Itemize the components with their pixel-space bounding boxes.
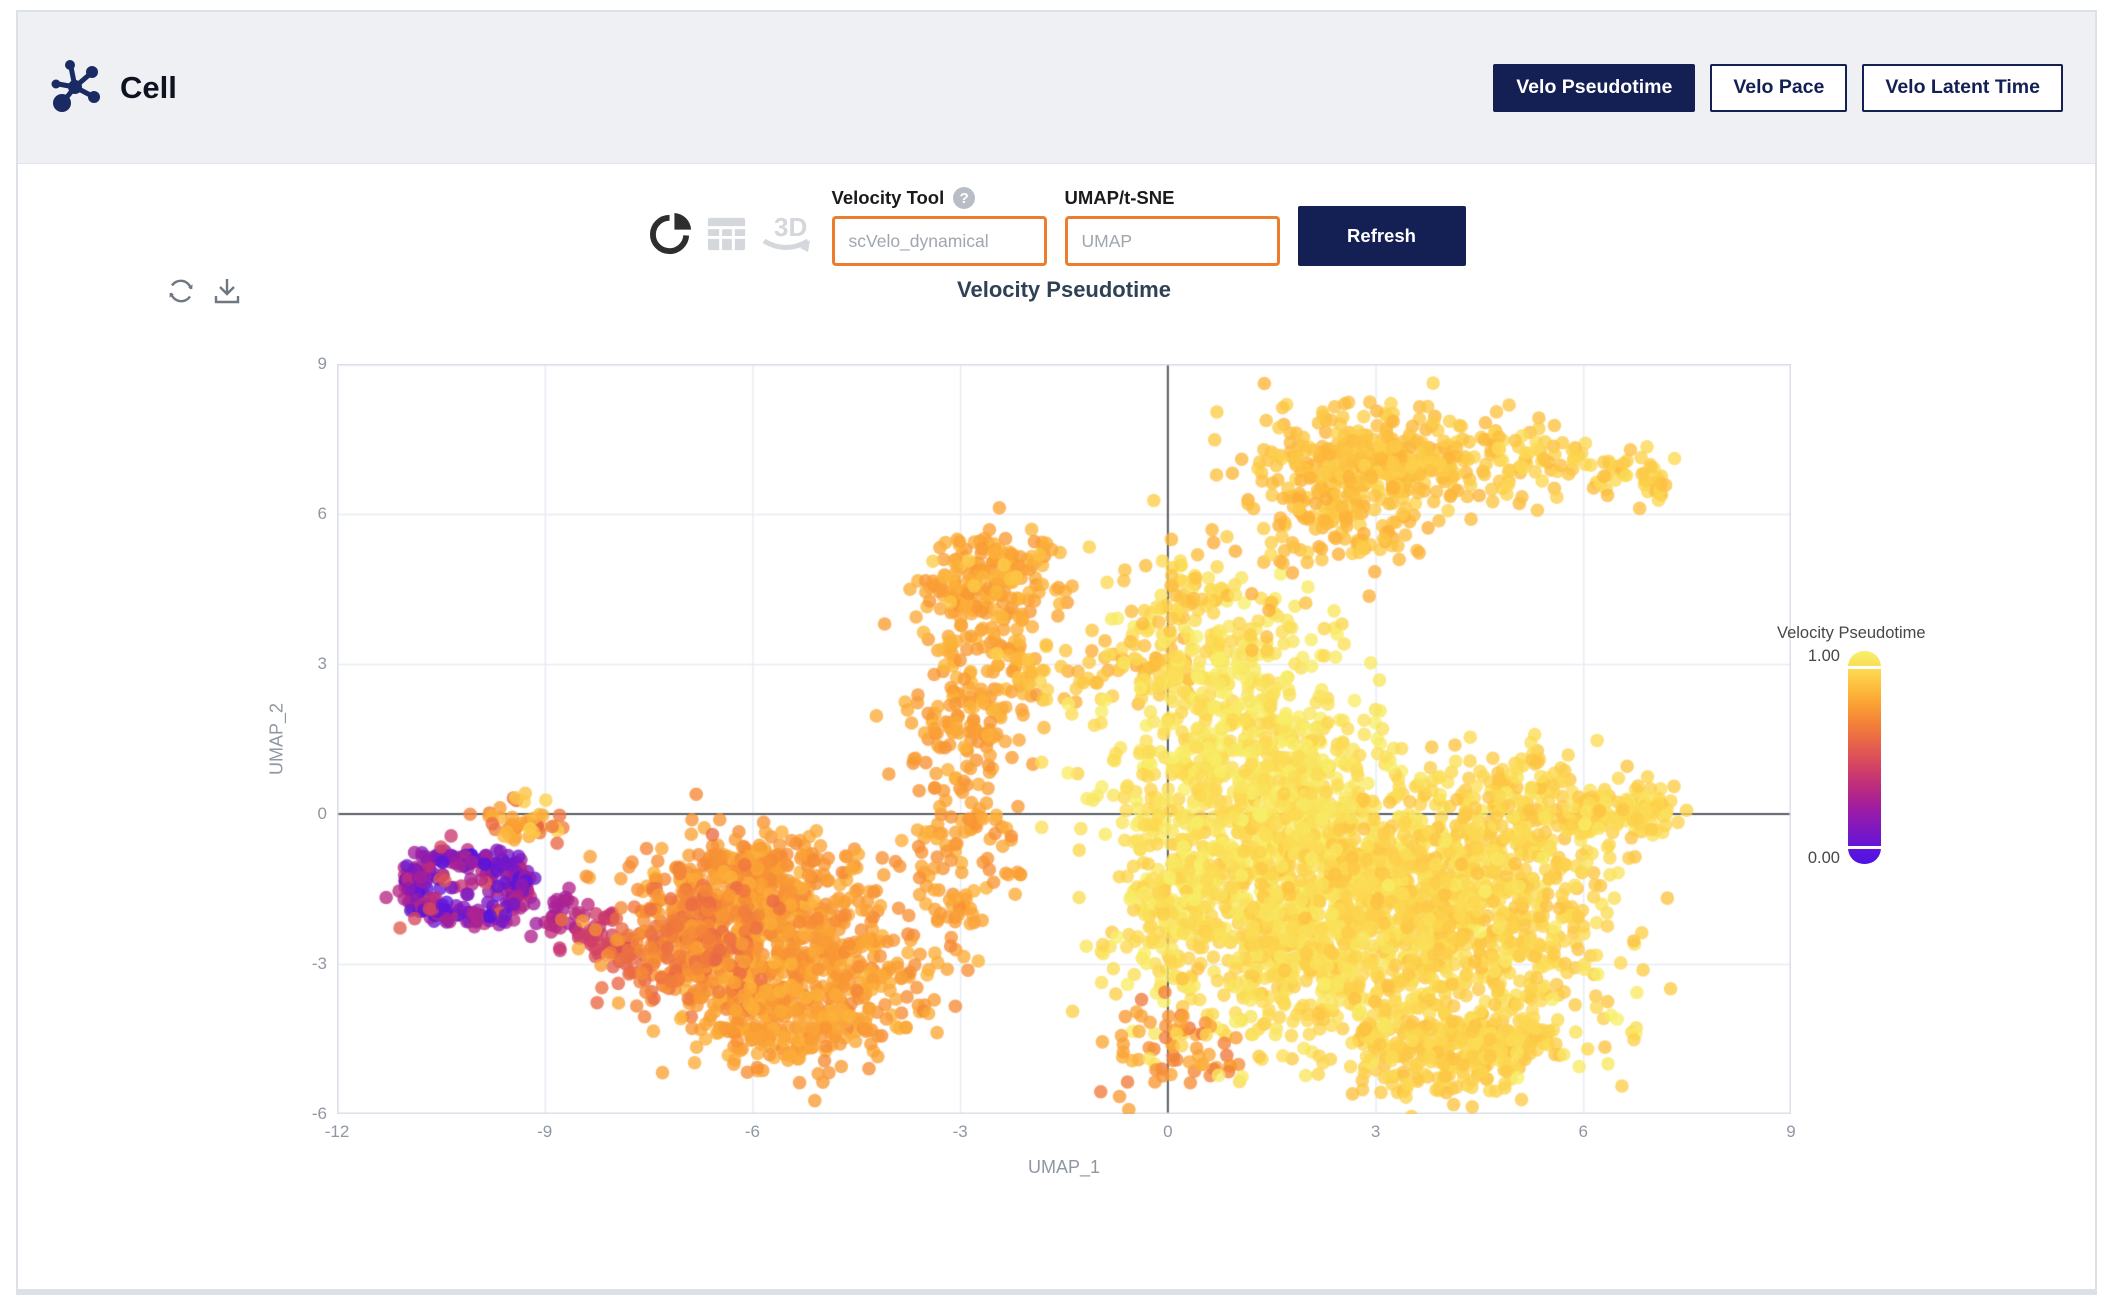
scatter-plot-canvas[interactable] [337,364,1791,1114]
x-axis-title: UMAP_1 [1027,1157,1101,1177]
x-tick-label: 6 [1578,1122,1589,1141]
tab-velo-latent-time[interactable]: Velo Latent Time [1862,63,2063,112]
app-title: Cell [120,69,177,105]
velocity-tool-label: Velocity Tool [831,187,945,208]
legend-min-label: 0.00 [1807,849,1840,867]
x-tick-label: 3 [1370,1122,1381,1141]
scatter-plot: UMAP_1 UMAP_2 -12 -9 -6 -3 0 3 6 9 9 6 3 0 -3 -6 [267,354,1796,1177]
chart-panel: 3D Velocity Tool ? UMAP/t-SNE Refresh [18,164,2095,1288]
data-table-icon[interactable] [704,211,749,256]
y-tick-label: 0 [317,804,327,823]
app-card: Cell Velo Pseudotime Velo Pace Velo Late… [16,10,2097,1295]
y-tick-label: 3 [317,654,327,673]
umap-tsne-label: UMAP/t-SNE [1064,187,1175,208]
umap-tsne-input[interactable] [1064,216,1280,266]
umap-tsne-field: UMAP/t-SNE [1064,187,1280,266]
viz-type-switcher: 3D [648,208,814,266]
chart-title: Velocity Pseudotime [957,277,1171,302]
help-icon[interactable]: ? [953,187,976,209]
colorbar [1848,651,1881,864]
x-tick-label: 9 [1786,1122,1796,1141]
legend-max-label: 1.00 [1807,647,1840,665]
velocity-tool-input[interactable] [831,216,1047,266]
3d-rotate-icon[interactable]: 3D [758,208,814,258]
y-tick-label: 9 [317,354,327,373]
y-tick-label: 6 [317,504,327,523]
velocity-tool-field: Velocity Tool ? [831,187,1047,266]
view-switcher: Velo Pseudotime Velo Pace Velo Latent Ti… [1493,63,2063,112]
x-tick-label: -9 [537,1122,553,1141]
svg-text:3D: 3D [774,212,807,242]
chart-actions [166,276,242,306]
y-tick-label: -6 [311,1104,327,1123]
download-icon[interactable] [212,276,242,306]
x-tick-label: -6 [744,1122,760,1141]
y-tick-label: -3 [311,954,327,973]
colorbar-top-tick [1848,666,1881,669]
pie-chart-icon[interactable] [648,210,695,257]
refresh-button[interactable]: Refresh [1297,206,1466,266]
brand: Cell [50,58,177,117]
x-tick-label: -12 [324,1122,350,1141]
reload-chart-icon[interactable] [166,276,196,306]
tab-velo-pseudotime[interactable]: Velo Pseudotime [1493,63,1696,112]
x-tick-label: -3 [952,1122,968,1141]
colorbar-bottom-tick [1848,846,1881,849]
tab-velo-pace[interactable]: Velo Pace [1710,63,1848,112]
cell-network-icon [50,58,104,117]
y-axis-title: UMAP_2 [266,702,287,776]
app-header: Cell Velo Pseudotime Velo Pace Velo Late… [18,12,2095,164]
legend-title: Velocity Pseudotime [1777,624,1926,642]
x-tick-label: 0 [1163,1122,1173,1141]
chart-toolbar: 3D Velocity Tool ? UMAP/t-SNE Refresh [18,187,2095,266]
